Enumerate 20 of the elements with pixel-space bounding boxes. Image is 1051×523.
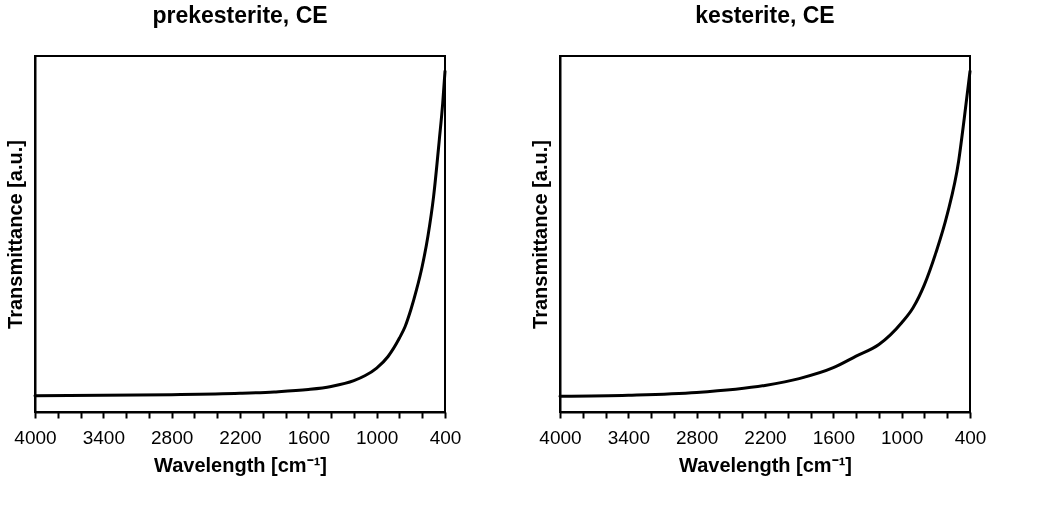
x-tick-label: 1600 <box>812 426 855 448</box>
x-tick-label: 400 <box>429 426 462 448</box>
x-tick-label: 2800 <box>151 426 194 448</box>
x-tick-label: 400 <box>954 426 987 448</box>
y-axis-title: Transmittance [a.u.] <box>3 140 26 329</box>
x-tick-label: 2200 <box>219 426 262 448</box>
x-tick-label: 1000 <box>881 426 924 448</box>
y-axis-title: Transmittance [a.u.] <box>528 140 551 329</box>
chart-title: kesterite, CE <box>695 2 835 28</box>
x-tick-label: 2800 <box>676 426 719 448</box>
x-tick-label: 2200 <box>744 426 787 448</box>
x-tick-label: 4000 <box>539 426 582 448</box>
x-tick-label: 1600 <box>287 426 330 448</box>
x-tick-label: 3400 <box>607 426 650 448</box>
x-axis-title: Wavelength [cm⁻¹] <box>154 453 327 476</box>
x-tick-label: 1000 <box>356 426 399 448</box>
x-axis-title: Wavelength [cm⁻¹] <box>679 453 852 476</box>
x-tick-label: 4000 <box>14 426 57 448</box>
x-tick-label: 3400 <box>82 426 125 448</box>
chart-title: prekesterite, CE <box>152 2 328 28</box>
